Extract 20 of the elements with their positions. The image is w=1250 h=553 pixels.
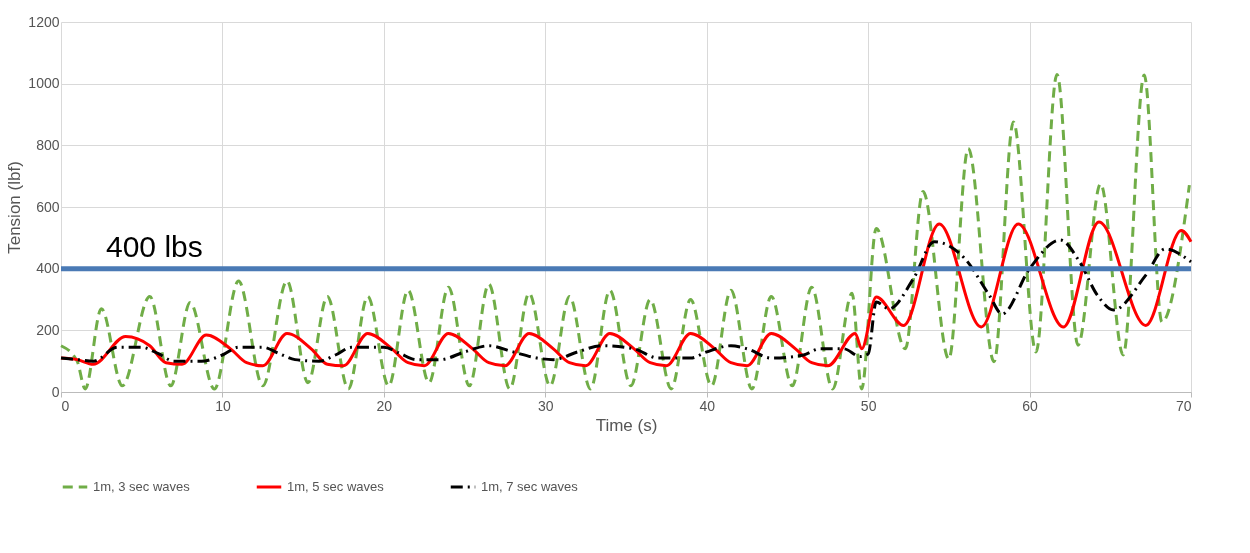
- x-tick-label: 30: [538, 397, 554, 414]
- x-axis-title: Time (s): [595, 415, 658, 435]
- x-tick-label: 60: [1022, 397, 1039, 414]
- y-tick-label: 800: [36, 136, 60, 153]
- legend-label: 1m, 5 sec waves: [287, 479, 385, 494]
- x-tick-label: 20: [376, 397, 393, 414]
- y-tick-label: 400: [36, 260, 60, 277]
- y-tick-label: 600: [36, 198, 60, 215]
- x-tick-label: 40: [699, 397, 716, 414]
- y-tick-label: 1200: [28, 13, 60, 30]
- y-axis-title: Tension (lbf): [5, 161, 25, 254]
- x-tick-label: 70: [1175, 397, 1192, 414]
- x-tick-label: 50: [860, 397, 877, 414]
- legend-label: 1m, 3 sec waves: [93, 479, 191, 494]
- ref-line-label: 400 lbs: [106, 229, 203, 263]
- y-tick-label: 0: [51, 383, 60, 400]
- legend-label: 1m, 7 sec waves: [481, 479, 579, 494]
- x-tick-label: 10: [215, 397, 231, 414]
- y-tick-label: 1000: [28, 75, 60, 92]
- y-tick-label: 200: [36, 321, 60, 338]
